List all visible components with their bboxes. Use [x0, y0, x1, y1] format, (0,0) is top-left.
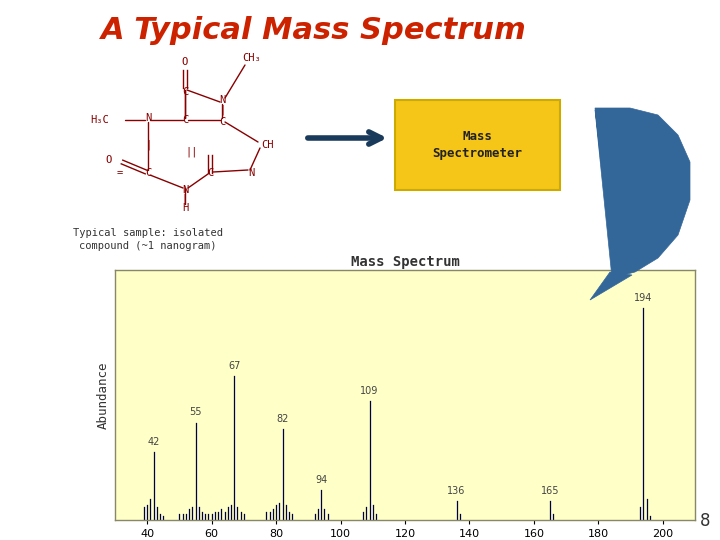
Text: O: O	[105, 155, 111, 165]
Text: Mass
Spectrometer: Mass Spectrometer	[433, 130, 523, 160]
FancyBboxPatch shape	[395, 100, 560, 190]
Text: CH: CH	[262, 140, 274, 150]
Text: |: |	[182, 194, 188, 204]
Text: 194: 194	[634, 293, 652, 303]
Text: N: N	[145, 113, 151, 123]
Text: |: |	[145, 140, 151, 150]
Title: Mass Spectrum: Mass Spectrum	[351, 255, 459, 269]
Text: |: |	[219, 105, 225, 115]
Text: N: N	[248, 168, 254, 178]
Text: CH₃: CH₃	[243, 53, 261, 63]
Text: H: H	[182, 203, 188, 213]
Text: C: C	[145, 168, 151, 178]
Text: 42: 42	[148, 437, 160, 447]
Text: Typical sample: isolated
compound (~1 nanogram): Typical sample: isolated compound (~1 na…	[73, 228, 223, 251]
Text: ||: ||	[186, 147, 198, 157]
Text: C: C	[207, 168, 213, 178]
PathPatch shape	[595, 108, 690, 278]
Text: 55: 55	[189, 407, 202, 417]
PathPatch shape	[590, 272, 632, 300]
Text: 165: 165	[541, 485, 559, 496]
Text: N: N	[182, 185, 188, 195]
Text: N: N	[219, 95, 225, 105]
Text: 8: 8	[700, 512, 710, 530]
Text: O: O	[182, 57, 188, 67]
Text: 82: 82	[276, 414, 289, 423]
Y-axis label: Abundance: Abundance	[96, 361, 109, 429]
Text: 109: 109	[361, 386, 379, 396]
Text: 94: 94	[315, 475, 328, 485]
Text: =: =	[117, 168, 123, 178]
Text: 67: 67	[228, 361, 240, 370]
Text: C: C	[182, 87, 188, 97]
Text: C: C	[182, 115, 188, 125]
Text: 136: 136	[447, 485, 466, 496]
Text: H₃C: H₃C	[91, 115, 109, 125]
Text: A Typical Mass Spectrum: A Typical Mass Spectrum	[101, 16, 526, 45]
Text: C: C	[219, 117, 225, 127]
